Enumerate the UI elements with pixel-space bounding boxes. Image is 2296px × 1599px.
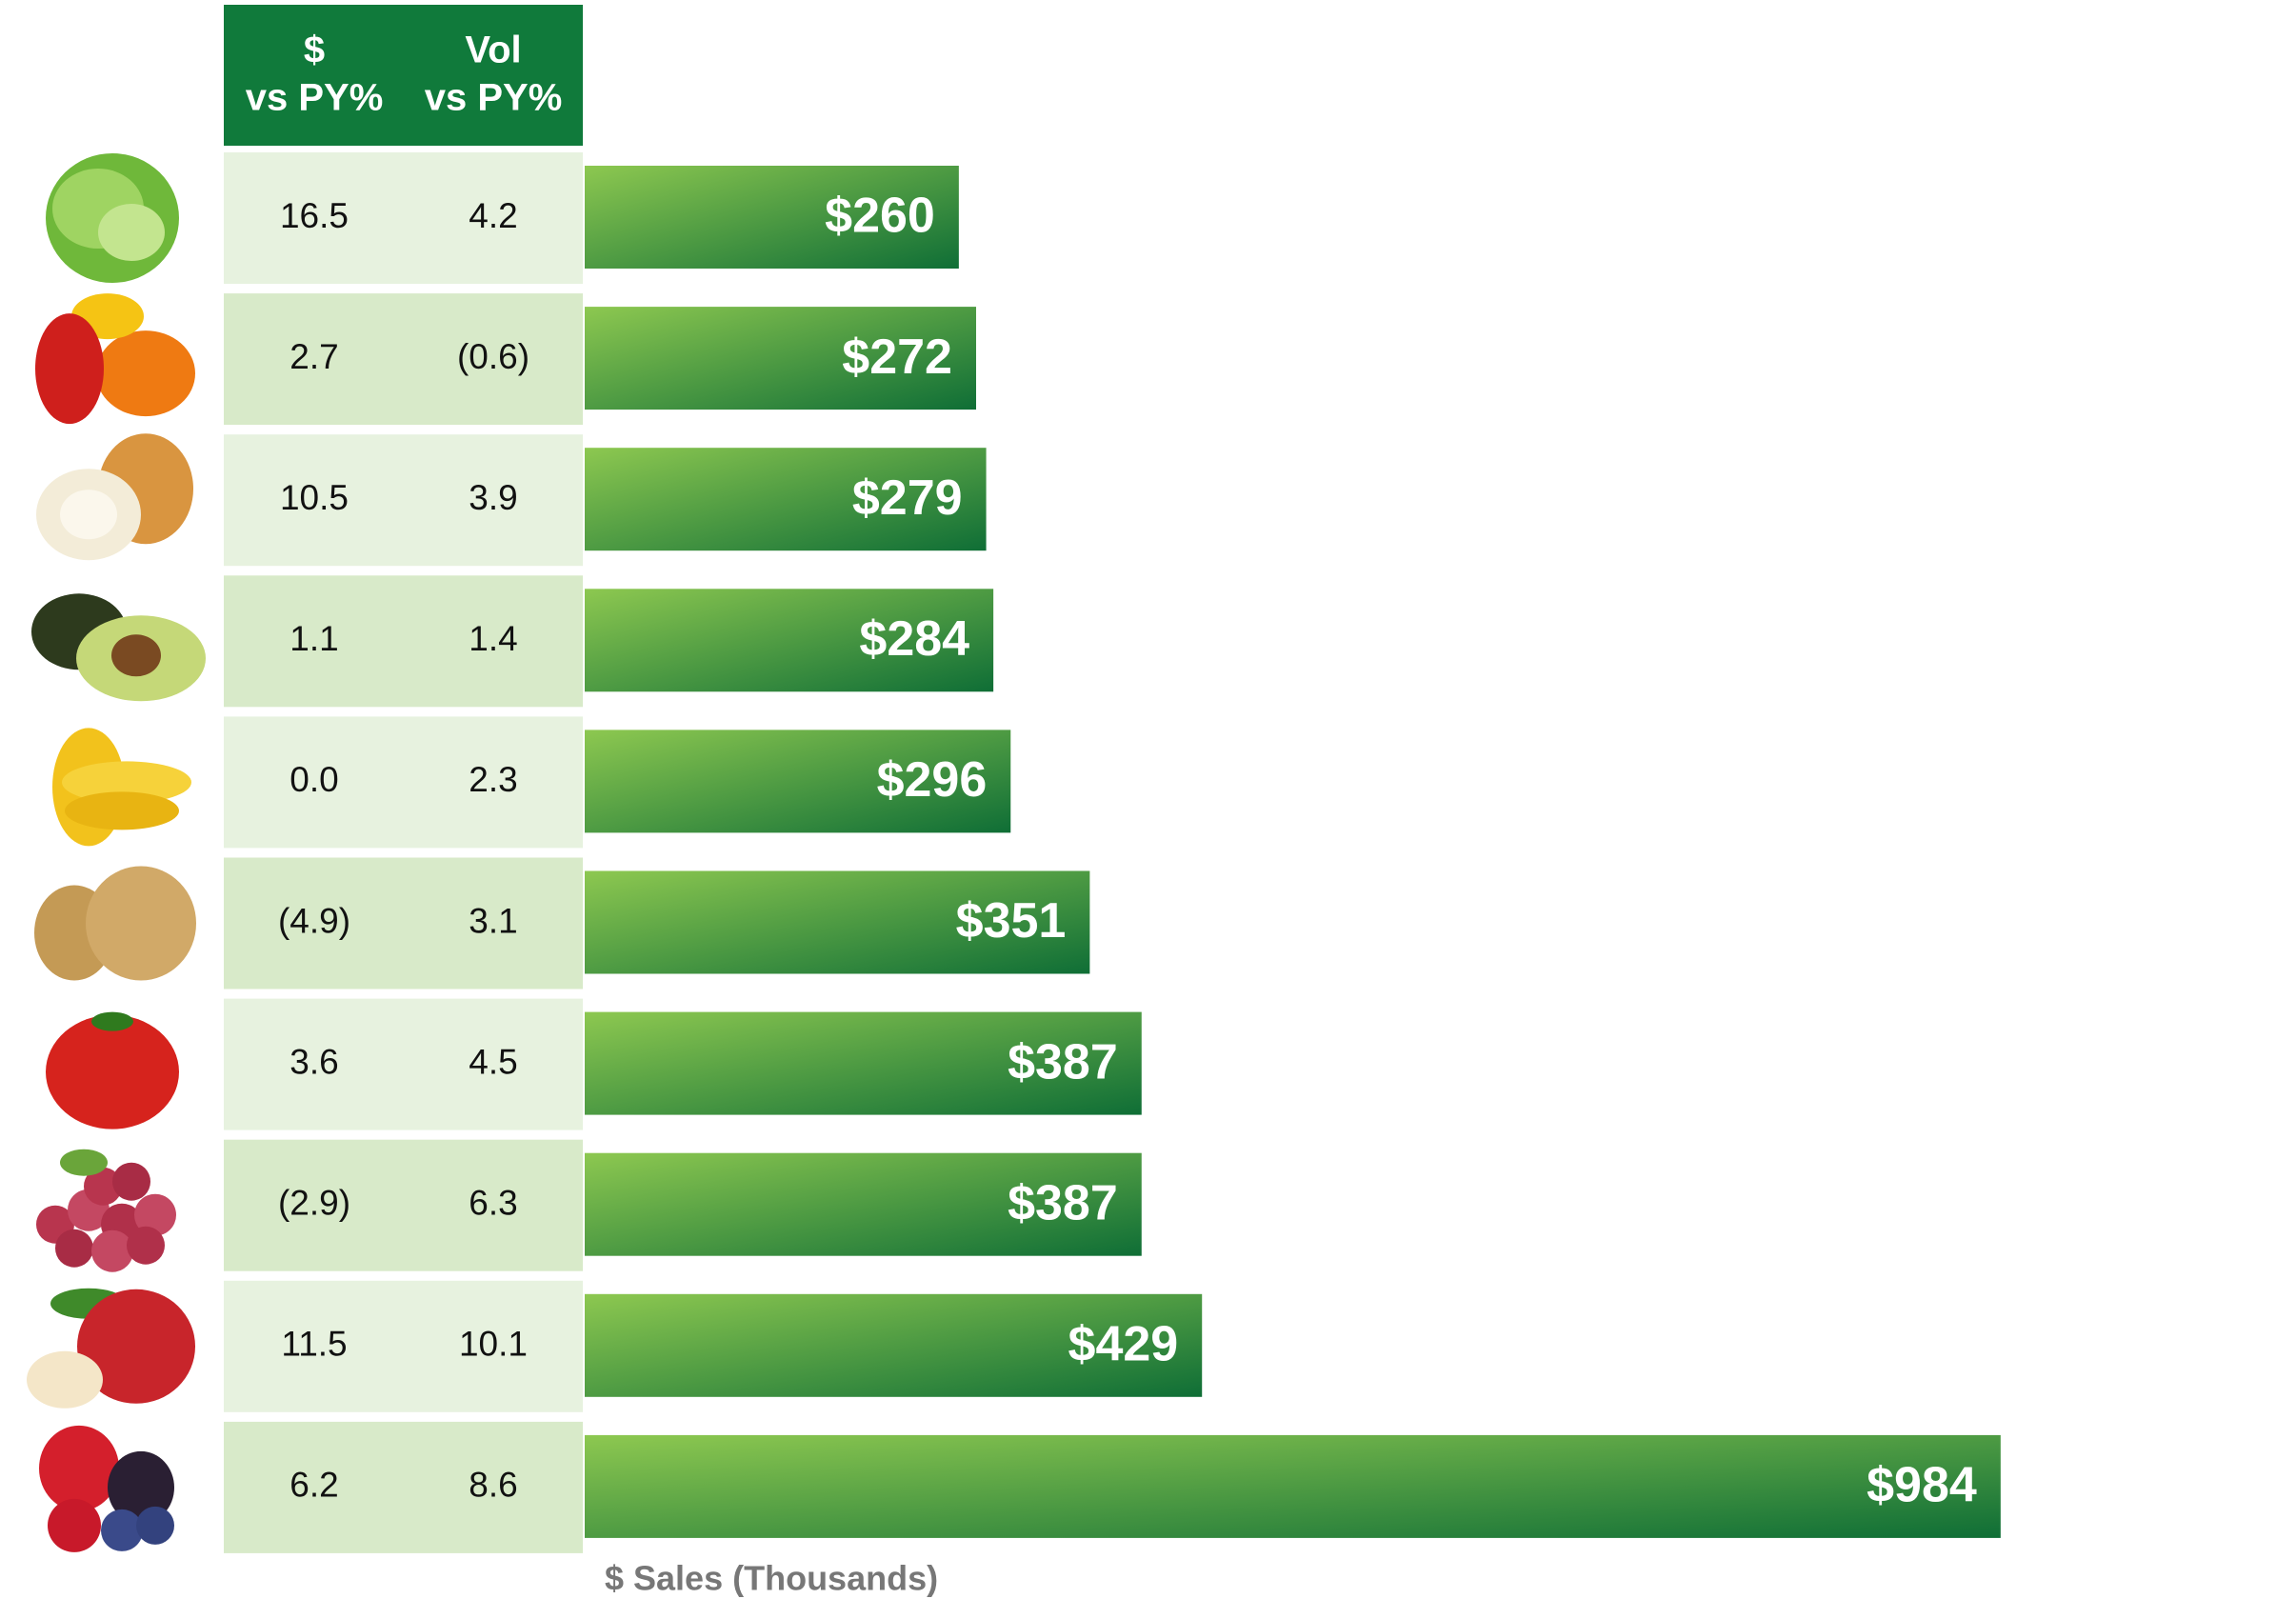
bar: [585, 1152, 1142, 1256]
produce-icon: [96, 330, 195, 417]
table-cell: 4.5: [469, 1042, 517, 1081]
produce-icon: [86, 866, 196, 981]
x-axis-label: $ Sales (Thousands): [605, 1559, 938, 1598]
produce-icon: [48, 1498, 101, 1552]
table-row: [224, 716, 583, 849]
produce-icon: [55, 1229, 93, 1268]
produce-icon: [108, 1450, 174, 1524]
table-cell: (4.9): [278, 901, 350, 940]
bar: [585, 1293, 1203, 1397]
produce-icon: [127, 1226, 165, 1265]
bar: [585, 166, 959, 269]
table-cell: 2.3: [469, 760, 517, 799]
produce-icon: [46, 1014, 179, 1129]
produce-icon: [39, 1425, 119, 1511]
table-row: [224, 1280, 583, 1412]
value-label: $279: [852, 470, 963, 526]
produce-icon: [62, 761, 191, 804]
table-row: [224, 1139, 583, 1271]
table-row: [224, 857, 583, 989]
table-cell: 4.2: [469, 196, 517, 235]
table-cell: 10.1: [459, 1325, 528, 1364]
produce-icon: [91, 1011, 133, 1031]
table-cell: 1.1: [289, 619, 338, 658]
table-cell: 1.4: [469, 619, 517, 658]
table-cell: 11.5: [281, 1325, 347, 1364]
produce-icon: [27, 1350, 103, 1409]
produce-icon: [60, 490, 117, 540]
column-header: Vol: [465, 30, 521, 71]
table-cell: 2.7: [289, 337, 338, 376]
table-cell: (2.9): [278, 1183, 350, 1222]
produce-icon: [136, 1506, 174, 1545]
bar: [585, 448, 987, 551]
table-row: [224, 998, 583, 1130]
produce-icon: [35, 313, 104, 425]
bar: [585, 1434, 2001, 1538]
table-cell: 0.0: [289, 760, 338, 799]
produce-icon: [134, 1193, 176, 1236]
produce-icon: [84, 1167, 122, 1206]
produce-icon: [77, 1289, 195, 1404]
value-label: $429: [1068, 1317, 1179, 1372]
produce-icon: [60, 1149, 108, 1176]
table-cell: 16.5: [280, 196, 349, 235]
table-cell: (0.6): [457, 337, 529, 376]
bar: [585, 307, 976, 410]
table-cell: 3.9: [469, 478, 517, 517]
bar: [585, 730, 1011, 833]
value-label: $260: [825, 189, 935, 244]
produce-icon: [101, 1509, 143, 1551]
column-header: vs PY%: [246, 77, 384, 119]
column-header: vs PY%: [425, 77, 563, 119]
produce-icon: [65, 791, 179, 830]
produce-icon: [98, 204, 165, 261]
bar: [585, 1011, 1142, 1115]
table-cell: 10.5: [280, 478, 349, 517]
table-row: [224, 293, 583, 426]
produce-icon: [91, 1229, 133, 1272]
value-label: $351: [956, 893, 1067, 949]
produce-icon: [111, 634, 161, 677]
table-cell: 3.6: [289, 1042, 338, 1081]
table-cell: 8.6: [469, 1466, 517, 1505]
table-header: [224, 5, 583, 146]
bar: [585, 870, 1090, 974]
value-label: $387: [1008, 1034, 1118, 1089]
value-label: $387: [1008, 1175, 1118, 1230]
table-row: [224, 434, 583, 567]
value-label: $984: [1867, 1458, 1977, 1513]
table-row: [224, 575, 583, 708]
value-label: $284: [859, 611, 969, 667]
table-row: [224, 152, 583, 284]
table-cell: 3.1: [469, 901, 517, 940]
table-row: [224, 1421, 583, 1553]
value-label: $272: [842, 330, 952, 385]
bar: [585, 589, 994, 692]
table-cell: 6.3: [469, 1183, 517, 1222]
column-header: $: [304, 30, 325, 71]
produce-icon: [112, 1162, 150, 1201]
table-cell: 6.2: [289, 1466, 338, 1505]
value-label: $296: [877, 752, 988, 808]
